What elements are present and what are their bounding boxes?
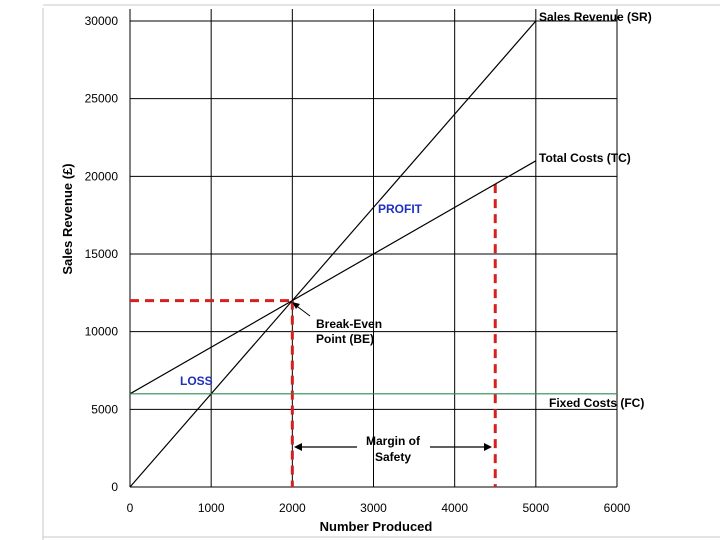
break-even-label-line1: Break-Even [316,317,382,331]
series-label-fixed-costs: Fixed Costs (FC) [549,396,644,410]
x-tick-label: 1000 [198,501,225,515]
series-label-sales-revenue: Sales Revenue (SR) [539,10,652,24]
x-tick-label: 0 [127,501,134,515]
x-axis-title: Number Produced [320,519,433,534]
margin-arrowhead-left [294,443,302,451]
margin-of-safety-annotation: Margin of Safety [294,434,492,464]
break-even-label-line2: Point (BE) [316,332,374,346]
y-axis-title: Sales Revenue (£) [60,163,75,274]
x-tick-label: 2000 [279,501,306,515]
sales-revenue-line [129,20,537,488]
x-tick-label: 3000 [360,501,387,515]
margin-label-line2: Safety [375,450,411,464]
series-lines [129,20,617,488]
margin-arrowhead-right [484,443,492,451]
x-tick-label: 5000 [522,501,549,515]
tick-labels: 0 1000 2000 3000 4000 5000 6000 0 5000 10000 15000… [85,14,631,515]
reference-lines [130,184,497,487]
y-tick-label: 0 [111,480,118,494]
y-tick-label: 30000 [85,14,119,28]
break-even-annotation: Break-Even Point (BE) [292,302,382,346]
y-tick-label: 10000 [85,325,119,339]
total-costs-line [129,160,537,395]
series-label-total-costs: Total Costs (TC) [539,151,631,165]
grid [129,9,618,488]
y-tick-label: 15000 [85,247,119,261]
margin-label-line1: Margin of [366,434,421,448]
x-tick-label: 6000 [604,501,631,515]
y-tick-label: 20000 [85,169,119,183]
y-tick-label: 25000 [85,92,119,106]
x-tick-label: 4000 [441,501,468,515]
profit-region-label: PROFIT [378,202,423,216]
break-even-arrowhead [292,302,300,309]
loss-region-label: LOSS [180,374,213,388]
y-tick-label: 5000 [91,402,118,416]
